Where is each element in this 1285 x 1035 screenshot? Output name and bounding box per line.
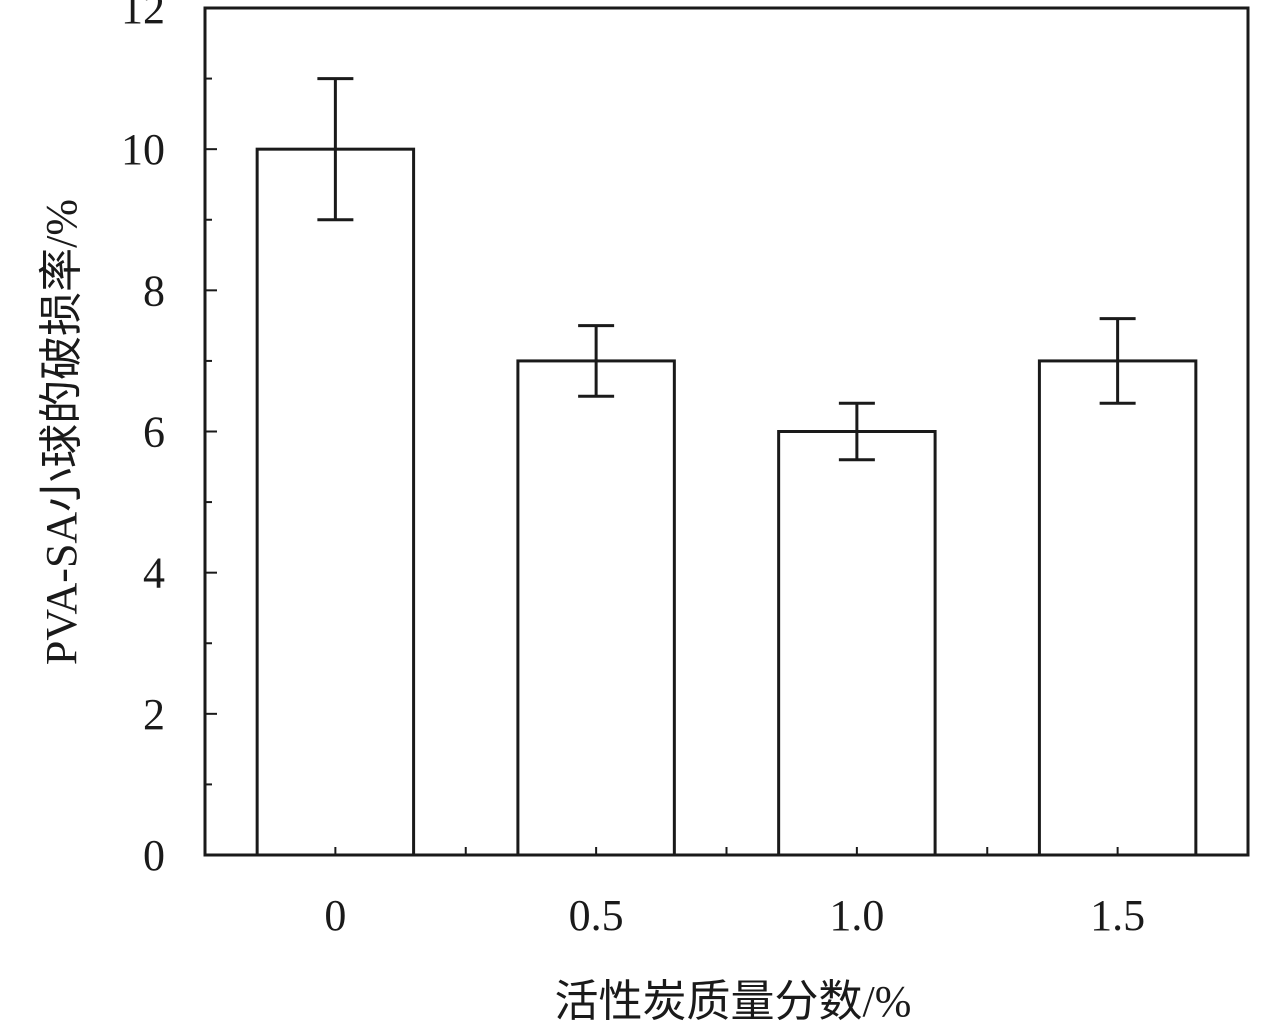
x-tick-label: 0 [324, 891, 346, 940]
x-tick-label: 1.5 [1090, 891, 1145, 940]
y-tick-label: 10 [121, 125, 165, 174]
bar [777, 430, 937, 857]
y-tick-label: 8 [143, 266, 165, 315]
x-tick-label: 1.0 [829, 891, 884, 940]
y-axis-tick-labels: 0 2 4 6 8 10 12 [121, 0, 165, 880]
x-axis-tick-labels: 0 0.5 1.0 1.5 [324, 891, 1145, 940]
bar [1037, 359, 1198, 857]
y-axis-title: PVA-SA小球的破损率/% [37, 199, 86, 665]
error-bars-group [317, 77, 1136, 462]
y-tick-label: 6 [143, 408, 165, 457]
y-tick-label: 2 [143, 690, 165, 739]
x-axis-title: 活性炭质量分数/% [555, 977, 912, 1026]
x-axis-ticks [334, 847, 1119, 855]
x-tick-label: 0.5 [569, 891, 624, 940]
y-tick-label: 0 [143, 831, 165, 880]
plot-area [203, 6, 1250, 857]
y-axis-ticks [205, 7, 217, 856]
bar [255, 147, 416, 857]
bars-group [255, 147, 1198, 857]
y-tick-label: 12 [121, 0, 165, 33]
y-tick-label: 4 [143, 549, 165, 598]
bar [516, 359, 676, 857]
